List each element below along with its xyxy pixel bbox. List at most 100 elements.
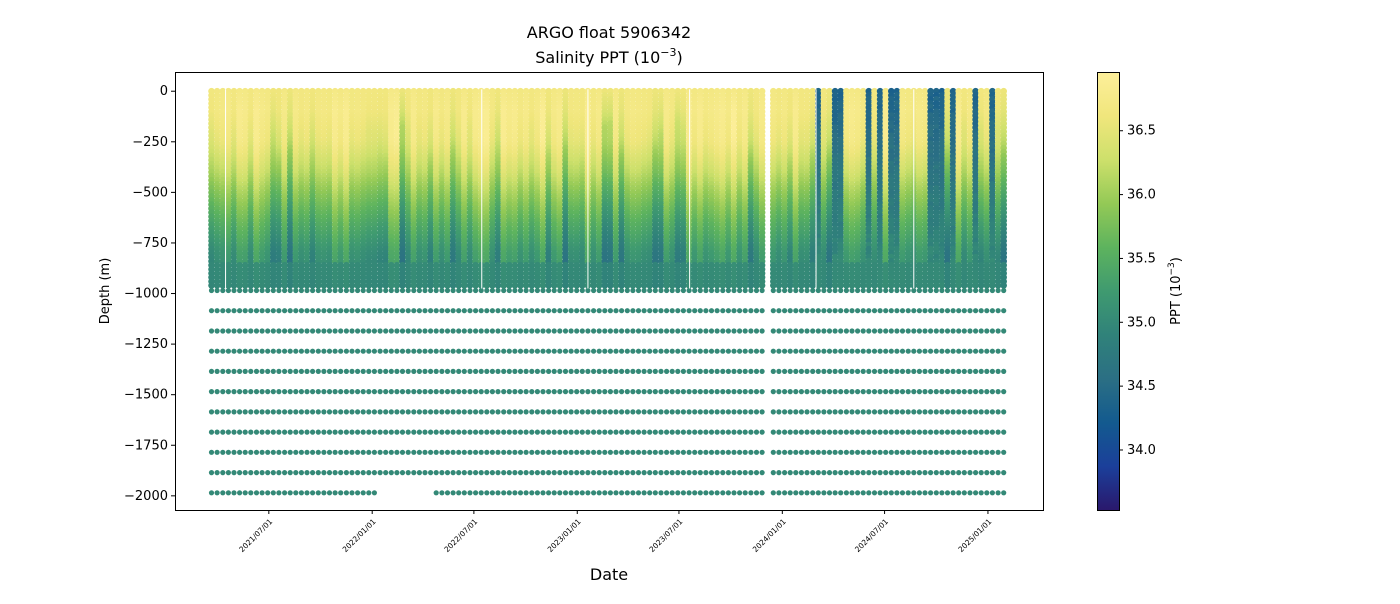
data-point — [326, 409, 333, 415]
data-point — [276, 389, 282, 395]
data-point — [388, 368, 394, 374]
data-point — [523, 490, 529, 496]
data-point — [270, 409, 276, 415]
data-point — [624, 429, 630, 435]
data-point — [326, 389, 333, 395]
data-point — [214, 409, 220, 415]
data-point — [574, 308, 580, 314]
data-point — [270, 308, 276, 314]
data-point — [478, 328, 484, 334]
data-point — [304, 409, 310, 415]
data-point — [270, 470, 276, 476]
data-point — [287, 389, 293, 395]
profile-column — [359, 87, 367, 496]
data-point — [456, 449, 462, 455]
data-point — [456, 287, 462, 294]
data-point — [467, 429, 473, 435]
data-point — [208, 287, 215, 294]
data-point — [473, 368, 479, 374]
data-point — [439, 429, 445, 435]
data-point — [450, 490, 456, 496]
data-point — [422, 449, 428, 455]
data-point — [231, 429, 237, 435]
data-point — [495, 429, 501, 435]
data-point — [310, 348, 316, 354]
data-point — [326, 348, 333, 354]
data-point — [265, 308, 271, 314]
data-point — [439, 308, 445, 314]
data-point — [214, 429, 220, 435]
data-point — [568, 429, 574, 435]
profile-column — [668, 87, 676, 496]
data-point — [411, 470, 417, 476]
data-point — [517, 470, 524, 476]
data-point — [619, 287, 625, 294]
data-point — [321, 348, 327, 354]
data-point — [208, 368, 215, 374]
data-point — [214, 348, 220, 354]
data-point — [664, 389, 670, 395]
data-point — [619, 470, 625, 476]
data-point — [399, 409, 406, 415]
data-point — [619, 490, 625, 496]
data-point — [624, 348, 630, 354]
data-point — [607, 328, 614, 334]
data-point — [664, 409, 670, 415]
data-point — [433, 389, 439, 395]
data-point — [282, 409, 288, 415]
data-point — [298, 368, 304, 374]
data-point — [439, 389, 445, 395]
data-point — [287, 409, 293, 415]
data-point — [321, 429, 327, 435]
data-point — [428, 470, 434, 476]
data-point — [282, 490, 288, 496]
data-point — [231, 389, 237, 395]
data-point — [517, 409, 524, 415]
data-point — [338, 368, 344, 374]
data-point — [562, 470, 569, 476]
data-point — [270, 429, 276, 435]
data-point — [360, 328, 366, 334]
data-point — [214, 449, 220, 455]
data-point — [473, 470, 479, 476]
data-point — [248, 368, 254, 374]
data-point — [579, 308, 585, 314]
data-point — [371, 389, 377, 395]
data-point — [557, 368, 563, 374]
data-point — [338, 287, 344, 294]
data-point — [551, 490, 557, 496]
profile-column — [286, 87, 294, 496]
data-point — [377, 470, 383, 476]
data-point — [349, 429, 355, 435]
data-point — [461, 368, 467, 374]
profile-column — [545, 87, 552, 496]
data-point — [551, 389, 557, 395]
data-point — [433, 348, 439, 354]
data-point — [259, 490, 265, 496]
data-point — [602, 328, 608, 334]
data-point — [366, 348, 372, 354]
data-point — [360, 470, 366, 476]
data-point — [506, 490, 512, 496]
data-point — [517, 287, 524, 294]
data-point — [411, 389, 417, 395]
data-point — [602, 389, 608, 395]
data-point — [607, 348, 614, 354]
data-point — [591, 429, 597, 435]
data-point — [220, 287, 226, 294]
data-point — [546, 429, 552, 435]
data-point — [478, 409, 484, 415]
data-point — [658, 308, 664, 314]
data-point — [310, 409, 316, 415]
data-point — [613, 470, 619, 476]
data-point — [619, 348, 625, 354]
data-point — [394, 308, 400, 314]
data-point — [433, 449, 439, 455]
data-point — [619, 449, 625, 455]
profile-column — [253, 87, 260, 496]
profile-column — [399, 87, 406, 476]
data-point — [574, 449, 580, 455]
profile-column — [303, 87, 311, 496]
data-point — [422, 429, 428, 435]
